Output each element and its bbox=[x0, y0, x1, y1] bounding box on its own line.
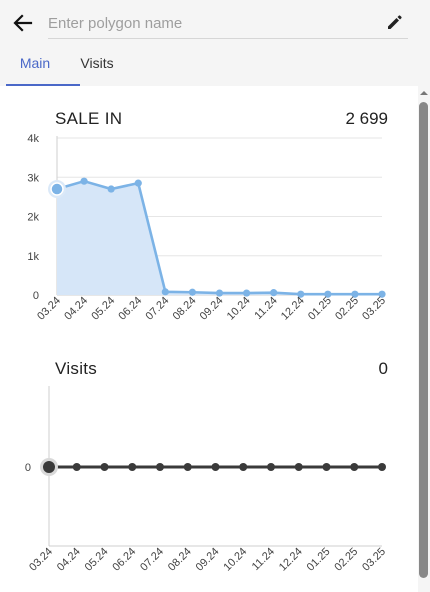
scrollbar-thumb[interactable] bbox=[419, 102, 428, 578]
x-tick-label: 11.24 bbox=[250, 546, 277, 573]
active-tab-indicator bbox=[6, 84, 80, 86]
x-tick-label: 06.24 bbox=[110, 546, 138, 574]
data-point bbox=[211, 463, 220, 471]
data-point bbox=[294, 463, 303, 471]
y-tick-label: 0 bbox=[25, 462, 31, 474]
x-tick-label: 04.24 bbox=[55, 546, 83, 574]
visits-chart-total: 0 bbox=[378, 359, 388, 378]
sale-chart-total: 2 699 bbox=[345, 109, 388, 128]
y-tick-label: 4k bbox=[27, 133, 39, 145]
data-point bbox=[50, 182, 64, 196]
x-tick-label: 01.25 bbox=[306, 295, 334, 323]
visits-chart: 0 03.24 04.24 05.24 06.24 07.24 08.24 09.24 10.2… bbox=[25, 386, 388, 574]
data-point bbox=[351, 290, 359, 298]
polygon-name-input[interactable] bbox=[48, 8, 408, 39]
data-point bbox=[43, 461, 55, 473]
data-point bbox=[183, 463, 192, 471]
scroll-up-arrow-icon[interactable] bbox=[418, 88, 430, 98]
x-tick-label: 07.24 bbox=[138, 546, 166, 574]
x-tick-label: 08.24 bbox=[171, 295, 199, 323]
data-point bbox=[322, 463, 331, 471]
tab-main[interactable]: Main bbox=[19, 55, 51, 71]
x-tick-label: 02.25 bbox=[332, 546, 360, 574]
x-tick-label: 03.24 bbox=[35, 295, 63, 323]
y-tick-label: 0 bbox=[33, 290, 39, 302]
data-point bbox=[350, 463, 359, 471]
visits-chart-title: Visits bbox=[55, 359, 98, 378]
data-point bbox=[188, 288, 197, 296]
data-point bbox=[324, 290, 332, 298]
x-tick-label: 05.24 bbox=[83, 546, 111, 574]
tab-bar: Main Visits bbox=[0, 44, 430, 86]
y-tick-label: 3k bbox=[27, 172, 39, 184]
x-tick-label: 02.25 bbox=[333, 295, 361, 323]
x-tick-label: 03.25 bbox=[360, 295, 388, 323]
y-tick-label: 2k bbox=[27, 212, 39, 224]
data-point bbox=[239, 463, 248, 471]
x-tick-label: 11.24 bbox=[252, 295, 279, 322]
data-point bbox=[215, 289, 224, 297]
y-tick-label: 1k bbox=[27, 251, 39, 263]
data-point bbox=[378, 463, 386, 471]
x-tick-label: 09.24 bbox=[198, 295, 226, 323]
x-tick-label: 09.24 bbox=[194, 546, 222, 574]
x-tick-label: 01.25 bbox=[305, 546, 333, 574]
x-tick-label: 10.24 bbox=[221, 546, 249, 574]
sale-area-fill bbox=[57, 181, 382, 295]
x-tick-label: 06.24 bbox=[116, 295, 144, 323]
top-bar bbox=[0, 0, 430, 44]
pencil-icon bbox=[388, 15, 402, 29]
edit-name-button[interactable] bbox=[385, 12, 405, 32]
tab-visits[interactable]: Visits bbox=[80, 55, 114, 71]
x-tick-label: 10.24 bbox=[225, 295, 253, 323]
back-button[interactable] bbox=[10, 10, 36, 36]
data-point bbox=[242, 289, 251, 297]
data-point bbox=[378, 290, 386, 298]
data-point bbox=[297, 290, 305, 298]
data-point bbox=[134, 179, 142, 187]
data-point bbox=[156, 463, 164, 471]
x-tick-label: 03.25 bbox=[360, 546, 388, 574]
data-point bbox=[161, 288, 169, 296]
x-tick-label: 12.24 bbox=[277, 546, 305, 574]
x-tick-label: 05.24 bbox=[89, 295, 117, 323]
x-tick-label: 08.24 bbox=[166, 546, 194, 574]
x-tick-label: 07.24 bbox=[144, 295, 172, 323]
x-tick-label: 03.24 bbox=[27, 546, 55, 574]
data-point bbox=[107, 185, 115, 193]
x-tick-label: 04.24 bbox=[62, 295, 90, 323]
x-tick-label: 12.24 bbox=[279, 295, 307, 323]
data-point bbox=[100, 463, 109, 471]
data-point bbox=[80, 177, 88, 185]
data-point bbox=[267, 463, 275, 471]
sale-chart-title: SALE IN bbox=[55, 109, 123, 128]
data-point bbox=[128, 463, 137, 471]
data-point bbox=[72, 463, 81, 471]
content-panel bbox=[0, 86, 418, 592]
data-point bbox=[270, 289, 278, 297]
arrow-left-icon bbox=[13, 14, 33, 32]
